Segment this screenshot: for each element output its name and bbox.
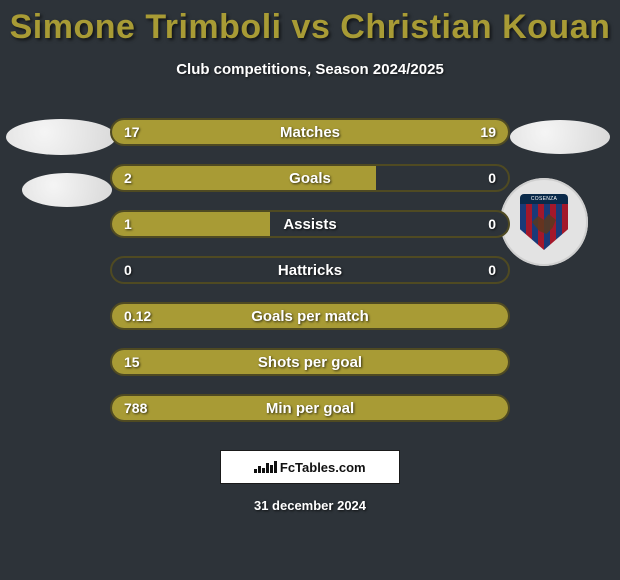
source-plate: FcTables.com xyxy=(220,450,400,484)
comparison-card: Simone Trimboli vs Christian Kouan Club … xyxy=(0,0,620,580)
fctables-logo: FcTables.com xyxy=(254,460,365,475)
bar-chart-icon xyxy=(254,461,277,473)
stat-value-right: 0 xyxy=(488,170,496,186)
shield-icon: COSENZA CALCIO xyxy=(520,194,568,250)
stat-label: Goals per match xyxy=(112,308,508,325)
stat-row: 788Min per goal xyxy=(110,394,510,422)
subtitle: Club competitions, Season 2024/2025 xyxy=(0,61,620,78)
stat-row: 15Shots per goal xyxy=(110,348,510,376)
stat-value-left: 0 xyxy=(124,262,132,278)
stat-label: Matches xyxy=(112,124,508,141)
player-right-club-crest: COSENZA CALCIO xyxy=(500,178,588,266)
stat-label: Shots per goal xyxy=(112,354,508,371)
stats-list: 17Matches192Goals01Assists00Hattricks00.… xyxy=(110,118,510,422)
stat-label: Goals xyxy=(112,170,508,187)
stat-row: 1Assists0 xyxy=(110,210,510,238)
stat-value-left: 2 xyxy=(124,170,132,186)
stat-label: Min per goal xyxy=(112,400,508,417)
stat-label: Hattricks xyxy=(112,262,508,279)
stat-label: Assists xyxy=(112,216,508,233)
source-plate-text: FcTables.com xyxy=(280,460,366,475)
stat-value-left: 1 xyxy=(124,216,132,232)
stat-row: 0.12Goals per match xyxy=(110,302,510,330)
player-right-photo xyxy=(510,120,610,154)
stat-value-left: 15 xyxy=(124,354,140,370)
stat-value-right: 19 xyxy=(480,124,496,140)
stat-value-right: 0 xyxy=(488,262,496,278)
player-left-photo-1 xyxy=(6,119,116,155)
stat-value-left: 788 xyxy=(124,400,147,416)
crest-top-text: COSENZA CALCIO xyxy=(520,194,568,204)
player-left-photo-2 xyxy=(22,173,112,207)
stat-row: 2Goals0 xyxy=(110,164,510,192)
footer-date: 31 december 2024 xyxy=(0,498,620,513)
stat-value-right: 0 xyxy=(488,216,496,232)
stat-row: 0Hattricks0 xyxy=(110,256,510,284)
stat-value-left: 0.12 xyxy=(124,308,151,324)
stat-value-left: 17 xyxy=(124,124,140,140)
stat-row: 17Matches19 xyxy=(110,118,510,146)
page-title: Simone Trimboli vs Christian Kouan xyxy=(0,8,620,47)
